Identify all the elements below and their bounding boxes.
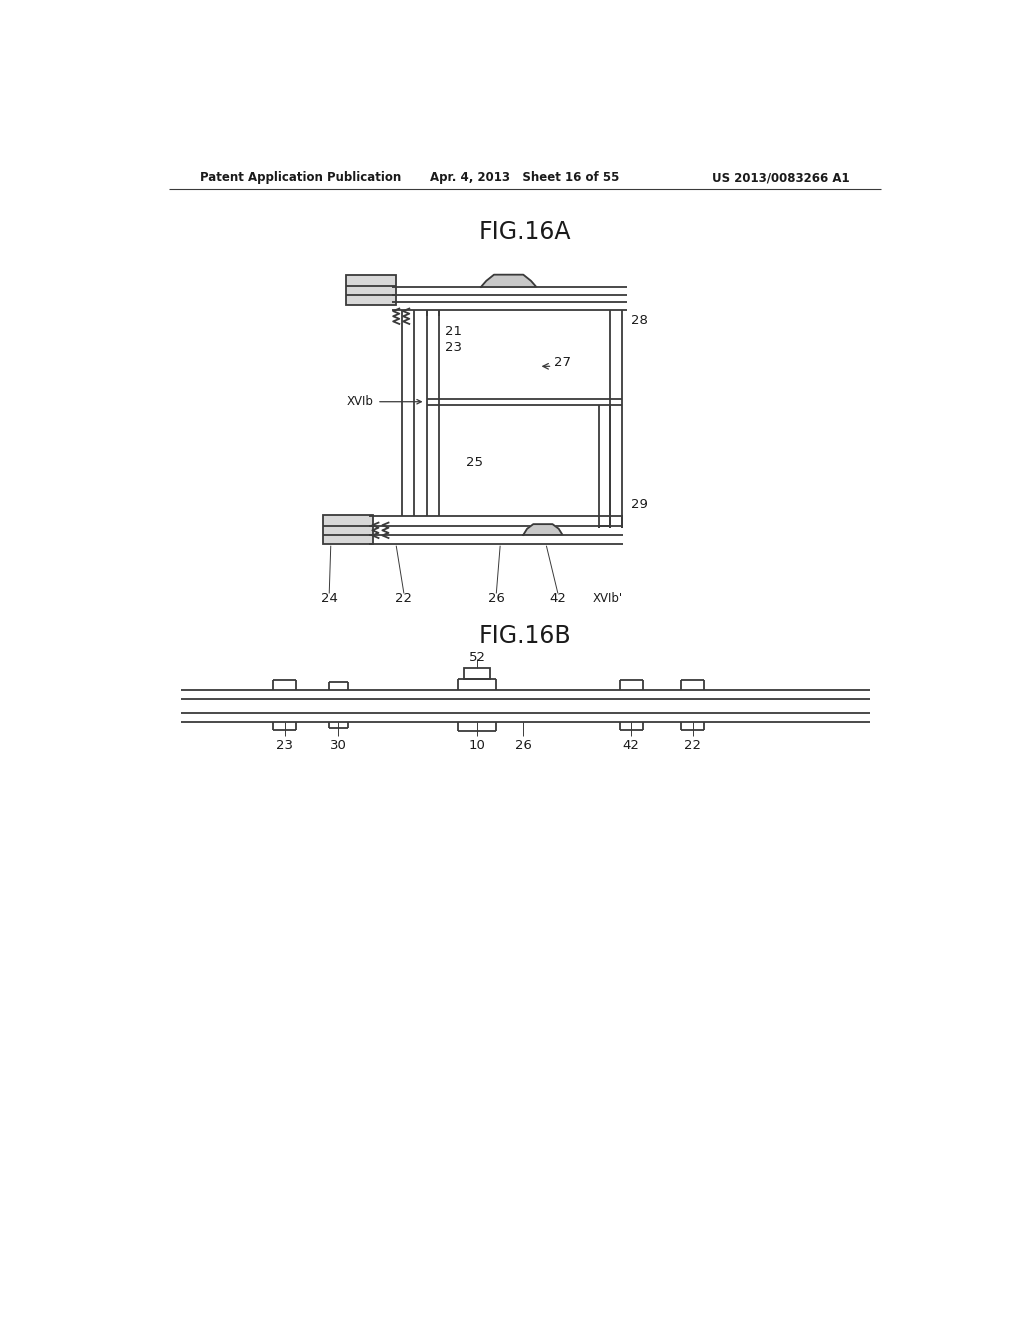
Text: FIG.16B: FIG.16B [478,624,571,648]
Text: Apr. 4, 2013   Sheet 16 of 55: Apr. 4, 2013 Sheet 16 of 55 [430,172,620,185]
Text: 23: 23 [444,341,462,354]
Text: 52: 52 [469,651,485,664]
Text: 10: 10 [469,739,485,752]
Text: FIG.16A: FIG.16A [478,219,571,244]
Text: Patent Application Publication: Patent Application Publication [200,172,401,185]
Text: 26: 26 [487,593,505,606]
Text: 42: 42 [550,593,566,606]
Bar [323,515,373,544]
Text: XVIb: XVIb [346,395,373,408]
Text: 25: 25 [466,455,482,469]
Text: 27: 27 [554,356,571,370]
Polygon shape [523,524,562,535]
Text: 22: 22 [684,739,701,752]
Text: 42: 42 [623,739,640,752]
Bar [464,668,490,678]
Text: 30: 30 [330,739,347,752]
Text: US 2013/0083266 A1: US 2013/0083266 A1 [712,172,850,185]
Text: 24: 24 [321,593,338,606]
Text: 28: 28 [631,314,648,326]
Text: XVIb': XVIb' [593,593,623,606]
Bar [346,276,396,305]
Text: 22: 22 [395,593,413,606]
Polygon shape [481,275,537,286]
Text: 29: 29 [631,499,648,511]
Text: 26: 26 [515,739,531,752]
Text: 23: 23 [276,739,293,752]
Text: 21: 21 [444,325,462,338]
